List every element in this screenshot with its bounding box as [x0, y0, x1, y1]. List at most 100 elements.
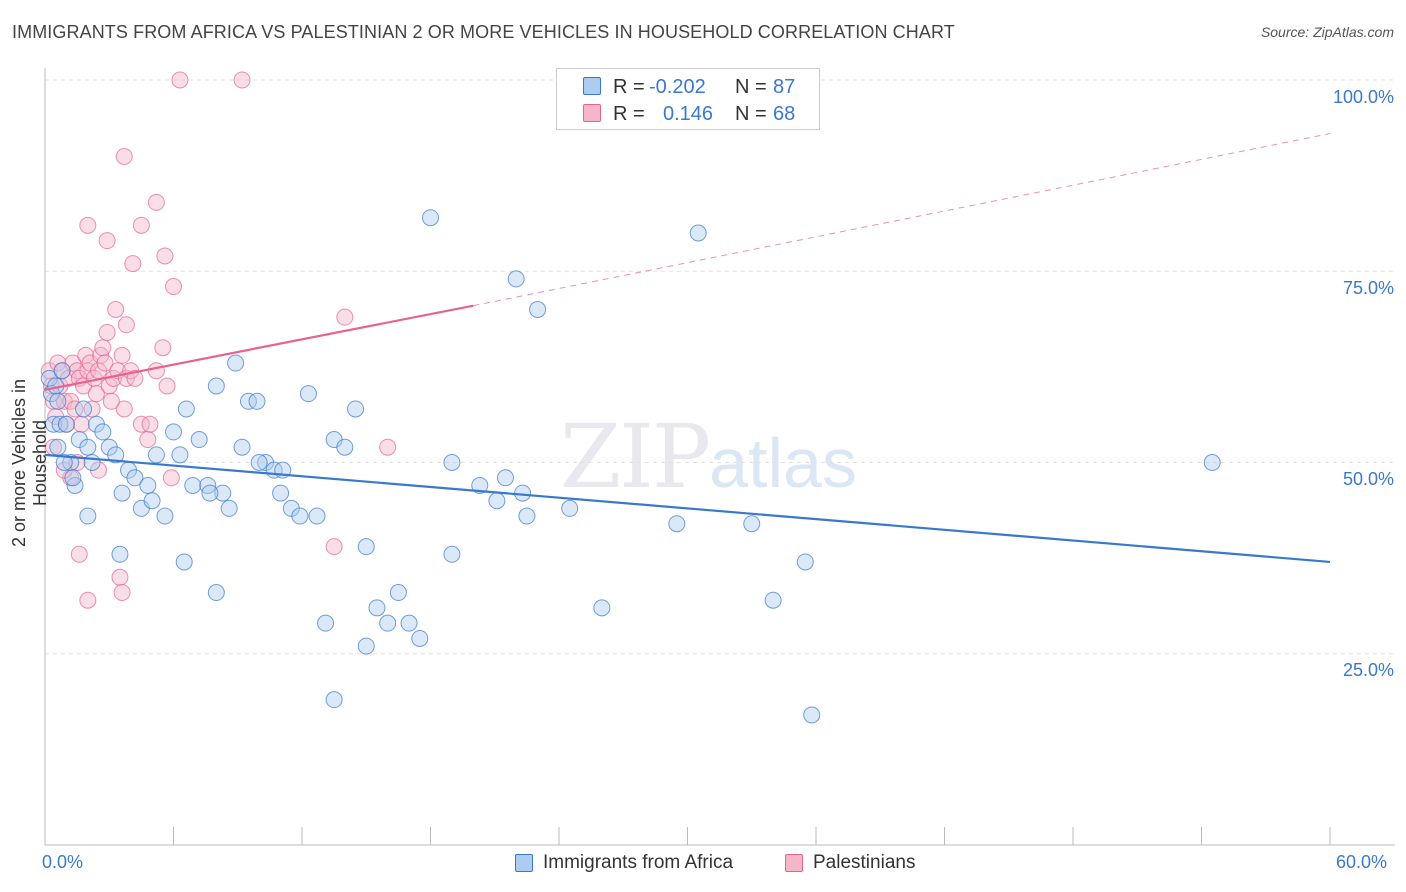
palestinian-point — [132, 216, 150, 234]
palestinian-point — [165, 278, 182, 296]
africa-point — [299, 385, 317, 403]
africa-point — [561, 499, 579, 517]
africa-point — [139, 476, 157, 494]
africa-point — [201, 484, 219, 502]
africa-point — [49, 438, 67, 456]
africa-point — [220, 499, 238, 517]
axes — [44, 68, 1395, 846]
palestinian-trend-extension — [473, 133, 1331, 307]
africa-point — [764, 591, 782, 609]
africa-point — [75, 400, 93, 418]
bottom-legend-pink-label: Palestinians — [813, 852, 916, 873]
africa-point — [518, 507, 536, 525]
palestinian-point — [147, 193, 165, 211]
africa-point — [171, 446, 189, 464]
africa-point — [113, 484, 131, 502]
africa-point — [529, 301, 547, 318]
africa-point — [107, 446, 125, 464]
africa-point — [214, 484, 232, 502]
palestinian-point — [156, 247, 174, 265]
palestinian-point — [115, 400, 133, 418]
palestinian-point — [336, 308, 354, 326]
bottom-legend-pink-swatch — [785, 854, 803, 872]
africa-point — [308, 507, 326, 525]
africa-points — [40, 209, 1221, 724]
africa-point — [336, 438, 354, 456]
africa-point — [207, 584, 225, 602]
africa-point — [496, 469, 514, 487]
bottom-legend-blue-label: Immigrants from Africa — [543, 852, 734, 873]
africa-point — [743, 515, 761, 533]
africa-point — [368, 599, 386, 617]
chart-source: Source: ZipAtlas.com — [1260, 24, 1394, 40]
legend-swatch-blue — [583, 77, 601, 95]
legend-r-label: R = — [613, 75, 645, 98]
africa-point — [94, 423, 112, 441]
palestinian-point — [98, 232, 116, 250]
africa-point — [400, 614, 418, 632]
africa-point — [488, 492, 506, 510]
palestinian-point — [79, 216, 97, 234]
africa-point — [796, 553, 814, 571]
palestinian-point — [171, 71, 189, 89]
africa-point — [248, 392, 266, 410]
africa-point — [357, 538, 375, 556]
africa-point — [165, 423, 182, 441]
africa-point — [184, 476, 202, 494]
africa-point — [64, 469, 82, 487]
africa-point — [79, 438, 97, 456]
legend-r-value: 0.146 — [663, 102, 714, 125]
palestinian-point — [107, 301, 125, 318]
x-tick-0: 0.0% — [42, 852, 84, 872]
palestinian-point — [96, 354, 114, 372]
africa-point — [45, 415, 63, 433]
palestinian-point — [111, 568, 129, 586]
legend-r-label: R = — [613, 102, 645, 125]
africa-point — [357, 637, 375, 655]
palestinian-point — [117, 316, 135, 334]
africa-point — [443, 545, 461, 563]
africa-point — [207, 377, 225, 395]
bottom-legend-blue-swatch — [515, 854, 533, 872]
palestinian-point — [132, 415, 150, 433]
africa-point — [422, 209, 439, 227]
palestinian-point — [70, 545, 88, 563]
palestinian-point — [62, 392, 80, 410]
palestinian-point — [49, 354, 67, 372]
africa-point — [49, 392, 67, 410]
africa-point — [471, 476, 489, 494]
palestinian-point — [141, 415, 159, 433]
africa-point — [250, 454, 268, 471]
africa-point — [443, 454, 461, 471]
africa-point — [126, 469, 144, 487]
palestinian-point — [94, 339, 112, 357]
africa-point — [156, 507, 174, 525]
palestinians-points — [40, 71, 397, 609]
africa-point — [175, 553, 193, 571]
africa-point — [1203, 454, 1221, 471]
africa-point — [411, 629, 429, 647]
legend-n-label: N = — [735, 75, 767, 98]
palestinian-point — [162, 469, 180, 487]
bottom-legend-palestinians: Palestinians — [785, 852, 915, 874]
legend-r-value: -0.202 — [649, 75, 706, 98]
palestinian-trend-line — [44, 304, 474, 391]
africa-point — [83, 454, 101, 471]
y-tick-75: 75.0% — [1342, 278, 1394, 298]
palestinian-point — [72, 415, 90, 433]
palestinian-point — [115, 148, 133, 165]
africa-point — [227, 354, 245, 372]
x-tick-60: 60.0% — [1336, 852, 1388, 872]
palestinian-point — [87, 385, 105, 403]
palestinian-point — [113, 584, 131, 602]
y-tick-25: 25.0% — [1342, 660, 1394, 680]
legend-swatch-pink — [583, 104, 601, 122]
africa-point — [325, 691, 343, 709]
palestinian-point — [113, 346, 131, 364]
africa-point — [689, 224, 707, 242]
palestinian-point — [98, 323, 116, 341]
africa-point — [233, 438, 251, 456]
africa-point — [239, 392, 257, 410]
chart-title: IMMIGRANTS FROM AFRICA VS PALESTINIAN 2 … — [12, 22, 955, 42]
palestinian-point — [154, 339, 172, 357]
